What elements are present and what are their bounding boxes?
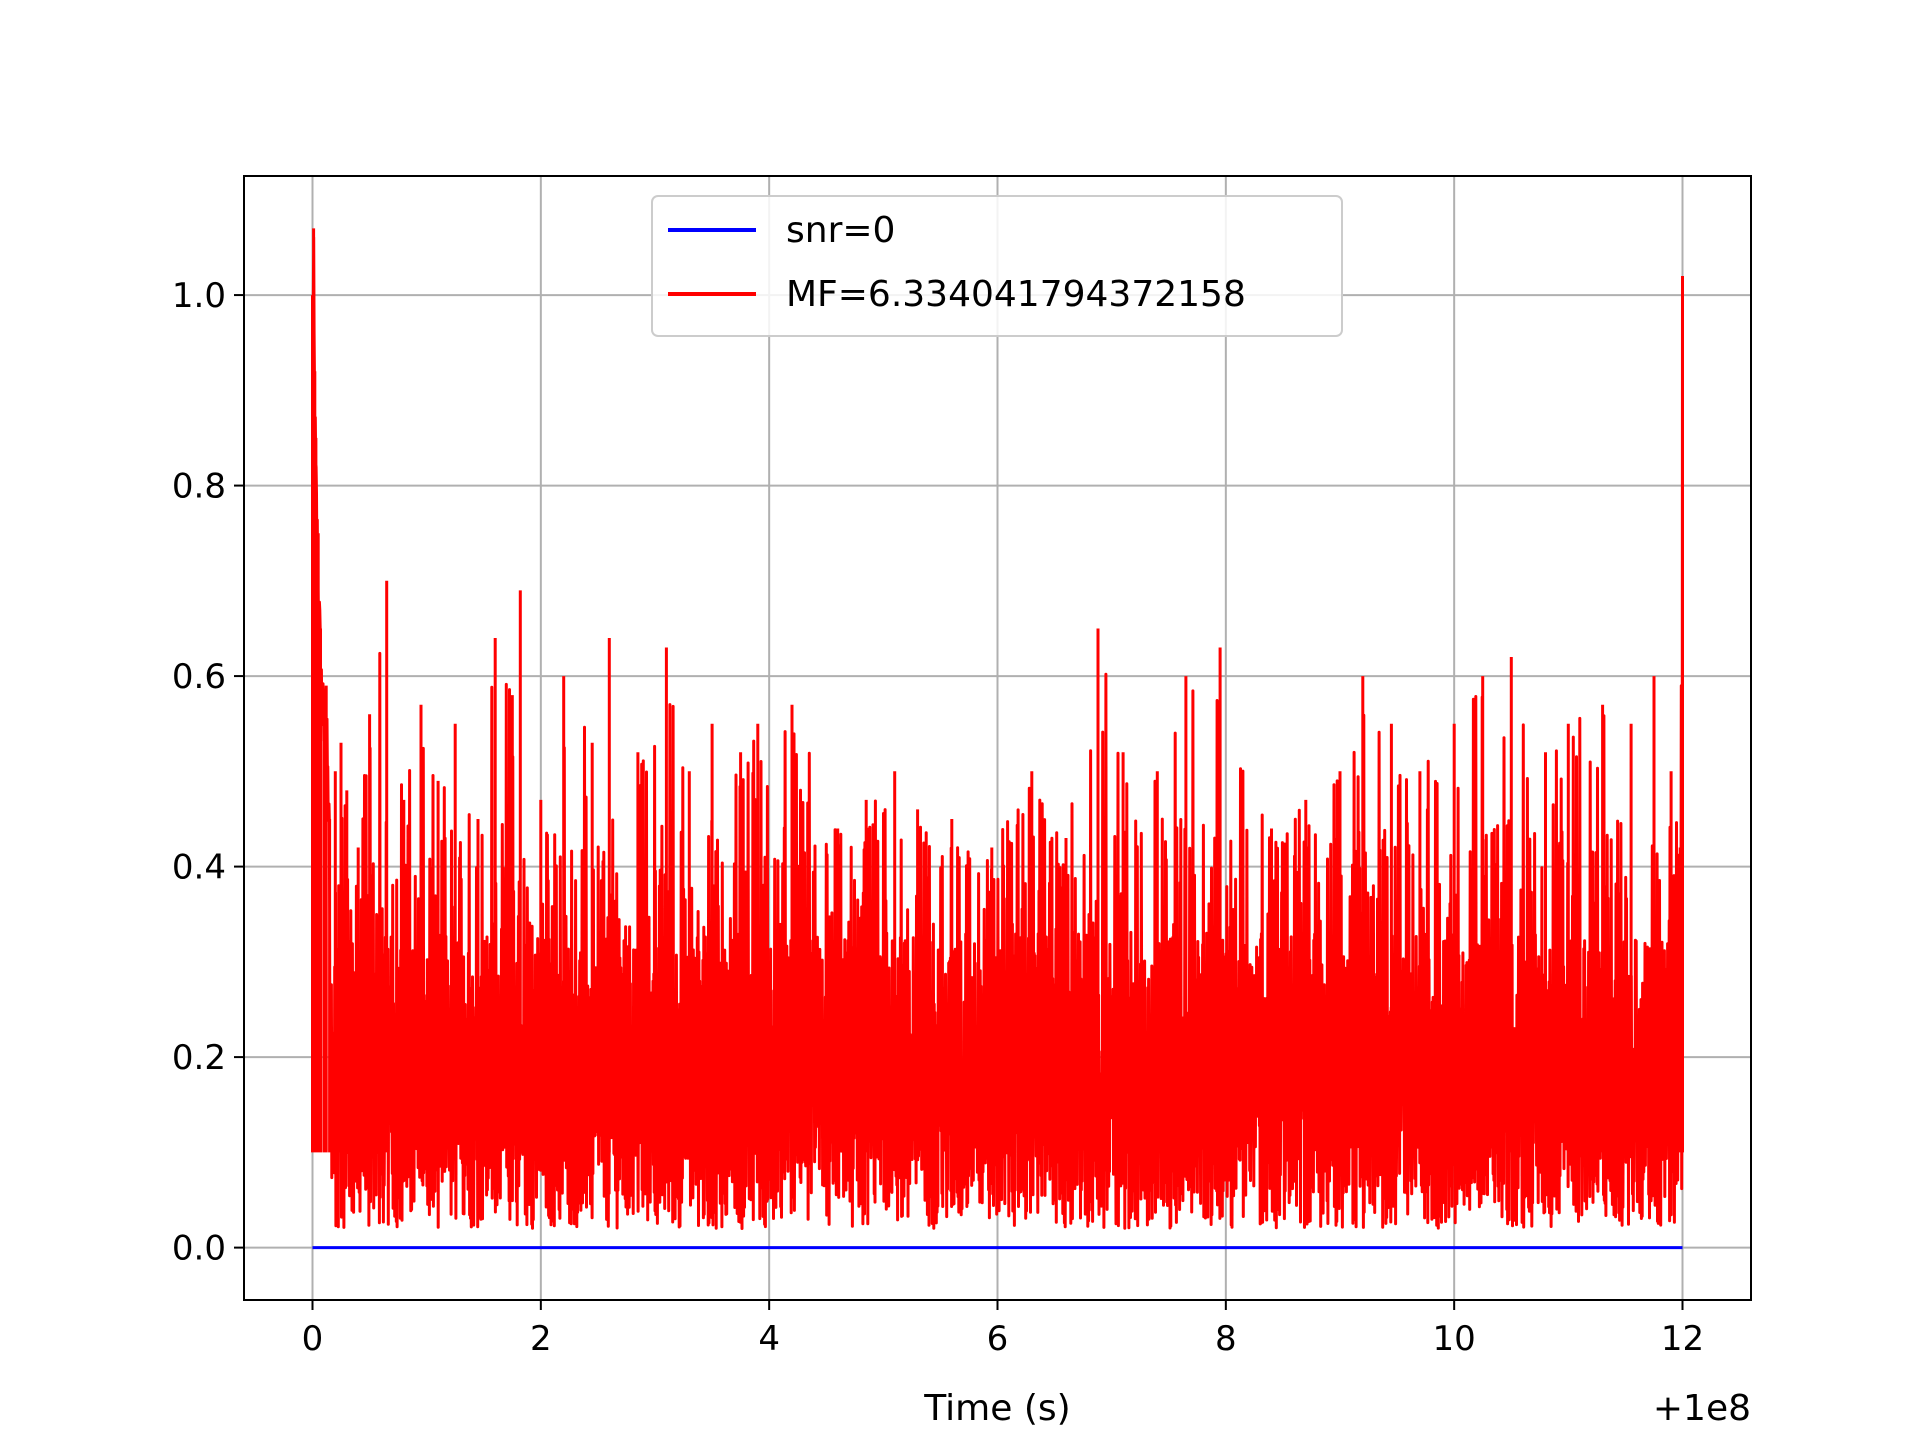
x-tick-label: 10: [1433, 1319, 1476, 1359]
x-tick-label: 12: [1661, 1319, 1704, 1359]
series-line-mf: [311, 228, 1684, 1230]
legend-label: MF=6.334041794372158: [786, 274, 1246, 315]
x-axis-label: Time (s): [923, 1388, 1070, 1429]
x-offset-label: +1e8: [1653, 1388, 1751, 1429]
x-tick-label: 6: [987, 1319, 1009, 1359]
x-tick-label: 0: [302, 1319, 324, 1359]
y-tick-label: 0.8: [172, 467, 226, 507]
x-tick-label: 2: [530, 1319, 552, 1359]
y-tick-label: 0.0: [172, 1229, 226, 1269]
x-tick-label: 8: [1215, 1319, 1237, 1359]
y-tick-label: 0.2: [172, 1038, 226, 1078]
y-tick-label: 0.6: [172, 657, 226, 697]
legend-box: [651, 195, 1343, 337]
x-tick-label: 4: [758, 1319, 780, 1359]
plot-area: 0 2 4 6 8 10 12 0.0 0.2 0.4 0.6 0.8 1.0 Time (s) +1e8 s…: [172, 175, 1752, 1429]
y-tick-label: 0.4: [172, 848, 226, 888]
legend-label: snr=0: [786, 210, 895, 251]
y-tick-label: 1.0: [172, 276, 226, 316]
